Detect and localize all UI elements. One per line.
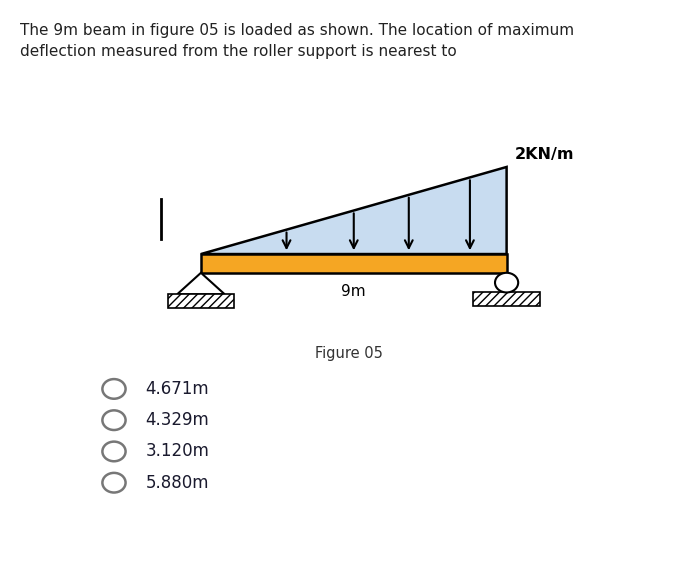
Bar <box>201 254 507 273</box>
Text: 4.329m: 4.329m <box>146 411 209 429</box>
Text: The 9m beam in figure 05 is loaded as shown. The location of maximum
deflection : The 9m beam in figure 05 is loaded as sh… <box>20 23 575 59</box>
Circle shape <box>103 379 126 398</box>
Circle shape <box>103 473 126 492</box>
Text: 2KN/m: 2KN/m <box>515 147 574 162</box>
Text: 3.120m: 3.120m <box>146 443 209 461</box>
Circle shape <box>103 441 126 461</box>
Text: 4.671m: 4.671m <box>146 380 209 398</box>
Text: 5.880m: 5.880m <box>146 474 209 492</box>
Polygon shape <box>201 167 507 254</box>
Circle shape <box>103 411 126 430</box>
Circle shape <box>495 273 518 292</box>
Text: Figure 05: Figure 05 <box>315 346 382 361</box>
Bar <box>168 294 234 307</box>
Text: 9m: 9m <box>341 284 366 299</box>
Bar <box>473 292 540 306</box>
Polygon shape <box>177 273 224 294</box>
